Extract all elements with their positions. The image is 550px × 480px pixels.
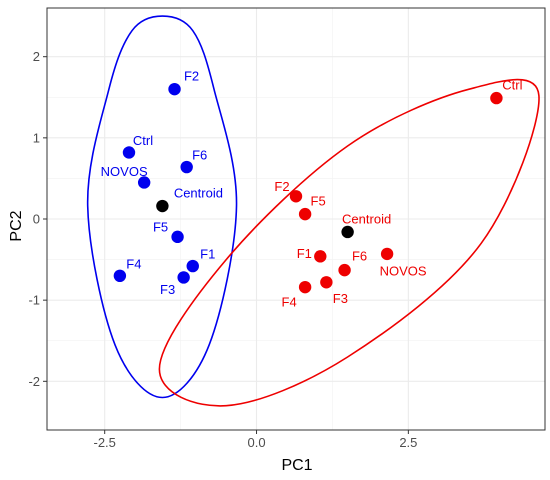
data-point — [298, 207, 312, 221]
data-point — [113, 269, 127, 283]
data-point — [289, 190, 303, 203]
data-point — [314, 250, 327, 263]
data-point — [168, 82, 181, 96]
point-label: F5 — [153, 219, 168, 234]
confidence-ellipse-1 — [86, 15, 238, 399]
point-label: F6 — [352, 249, 367, 264]
point-label: Ctrl — [133, 133, 153, 148]
data-point — [137, 176, 151, 189]
point-label: Ctrl — [502, 78, 522, 93]
y-axis-title: PC2 — [8, 210, 25, 241]
centroid-point — [156, 199, 169, 213]
point-label: F3 — [160, 282, 175, 297]
point-labels: F2 Ctrl F6 NOVOS F5 F1 F4 F3 Centroid Ctrl F2 F5 F1 F… — [101, 69, 523, 310]
centroid-point — [341, 225, 354, 239]
x-axis-title: PC1 — [281, 457, 312, 474]
confidence-ellipses — [86, 15, 540, 407]
point-label: F3 — [333, 291, 348, 306]
data-point — [490, 91, 503, 105]
point-label: F1 — [200, 247, 215, 262]
y-tick-label: 2 — [33, 49, 40, 64]
y-tick-label: 1 — [33, 130, 40, 145]
confidence-ellipse-2 — [158, 78, 540, 407]
x-tick-label: 2.5 — [399, 435, 417, 450]
point-label: F1 — [297, 246, 312, 261]
point-label: F2 — [184, 69, 199, 84]
centroid-label: Centroid — [342, 211, 391, 226]
point-label: F5 — [311, 194, 326, 209]
data-point — [186, 259, 199, 273]
data-points — [113, 82, 503, 294]
y-tick-label: -1 — [28, 293, 40, 308]
x-tick-label: -2.5 — [93, 435, 115, 450]
point-label: F6 — [192, 148, 207, 163]
point-label: NOVOS — [380, 263, 427, 278]
y-tick-label: 0 — [33, 212, 40, 227]
data-point — [122, 146, 136, 159]
point-label: NOVOS — [101, 164, 148, 179]
data-point — [177, 271, 190, 284]
data-point — [180, 160, 193, 174]
point-label: F2 — [274, 179, 289, 194]
axes: -2.5 0.0 2.5 -2 -1 0 1 2 — [28, 7, 546, 450]
data-point — [320, 276, 333, 289]
data-point — [298, 280, 312, 294]
grid — [47, 8, 545, 430]
centroid-label: Centroid — [174, 186, 223, 201]
y-tick-label: -2 — [28, 374, 40, 389]
x-tick-label: 0.0 — [247, 435, 265, 450]
point-label: F4 — [282, 295, 297, 310]
point-label: F4 — [126, 256, 141, 271]
data-point — [171, 230, 184, 244]
data-point — [338, 263, 351, 277]
data-point — [380, 247, 394, 261]
